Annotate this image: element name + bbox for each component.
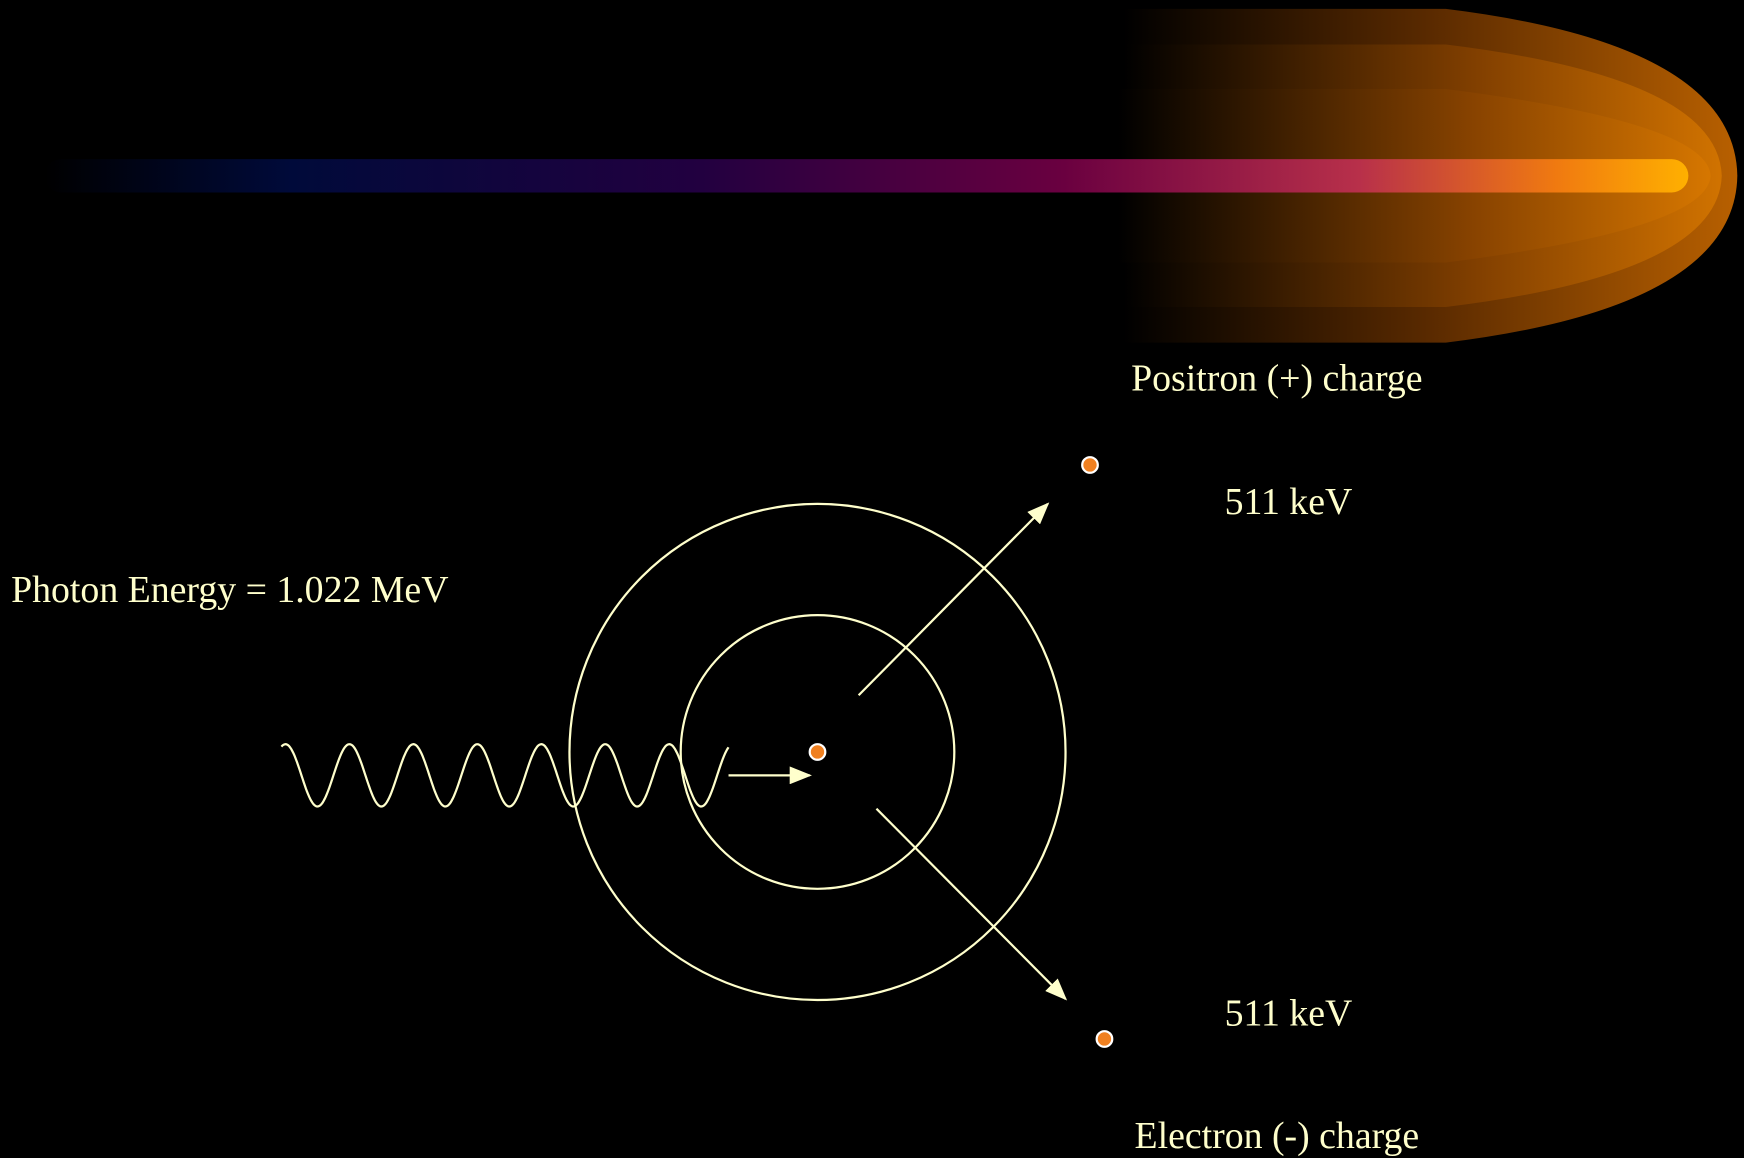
outer-shell xyxy=(568,502,1067,1002)
comet-bar xyxy=(44,159,1689,193)
electron-arrow xyxy=(875,807,1068,1001)
electron-particle xyxy=(1095,1030,1114,1048)
energy-label-bottom: 511 keV xyxy=(1225,993,1353,1035)
photon-wave xyxy=(280,743,730,808)
comet-decoration xyxy=(44,8,1738,343)
nucleus xyxy=(808,743,827,761)
positron-arrow xyxy=(857,502,1050,697)
photon-energy-label: Photon Energy = 1.022 MeV xyxy=(11,569,448,611)
positron-label: Positron (+) charge xyxy=(1131,357,1422,399)
inner-shell xyxy=(679,614,956,890)
electron-label: Electron (-) charge xyxy=(1134,1115,1419,1157)
positron-particle xyxy=(1081,456,1099,474)
energy-label-top: 511 keV xyxy=(1225,481,1353,523)
